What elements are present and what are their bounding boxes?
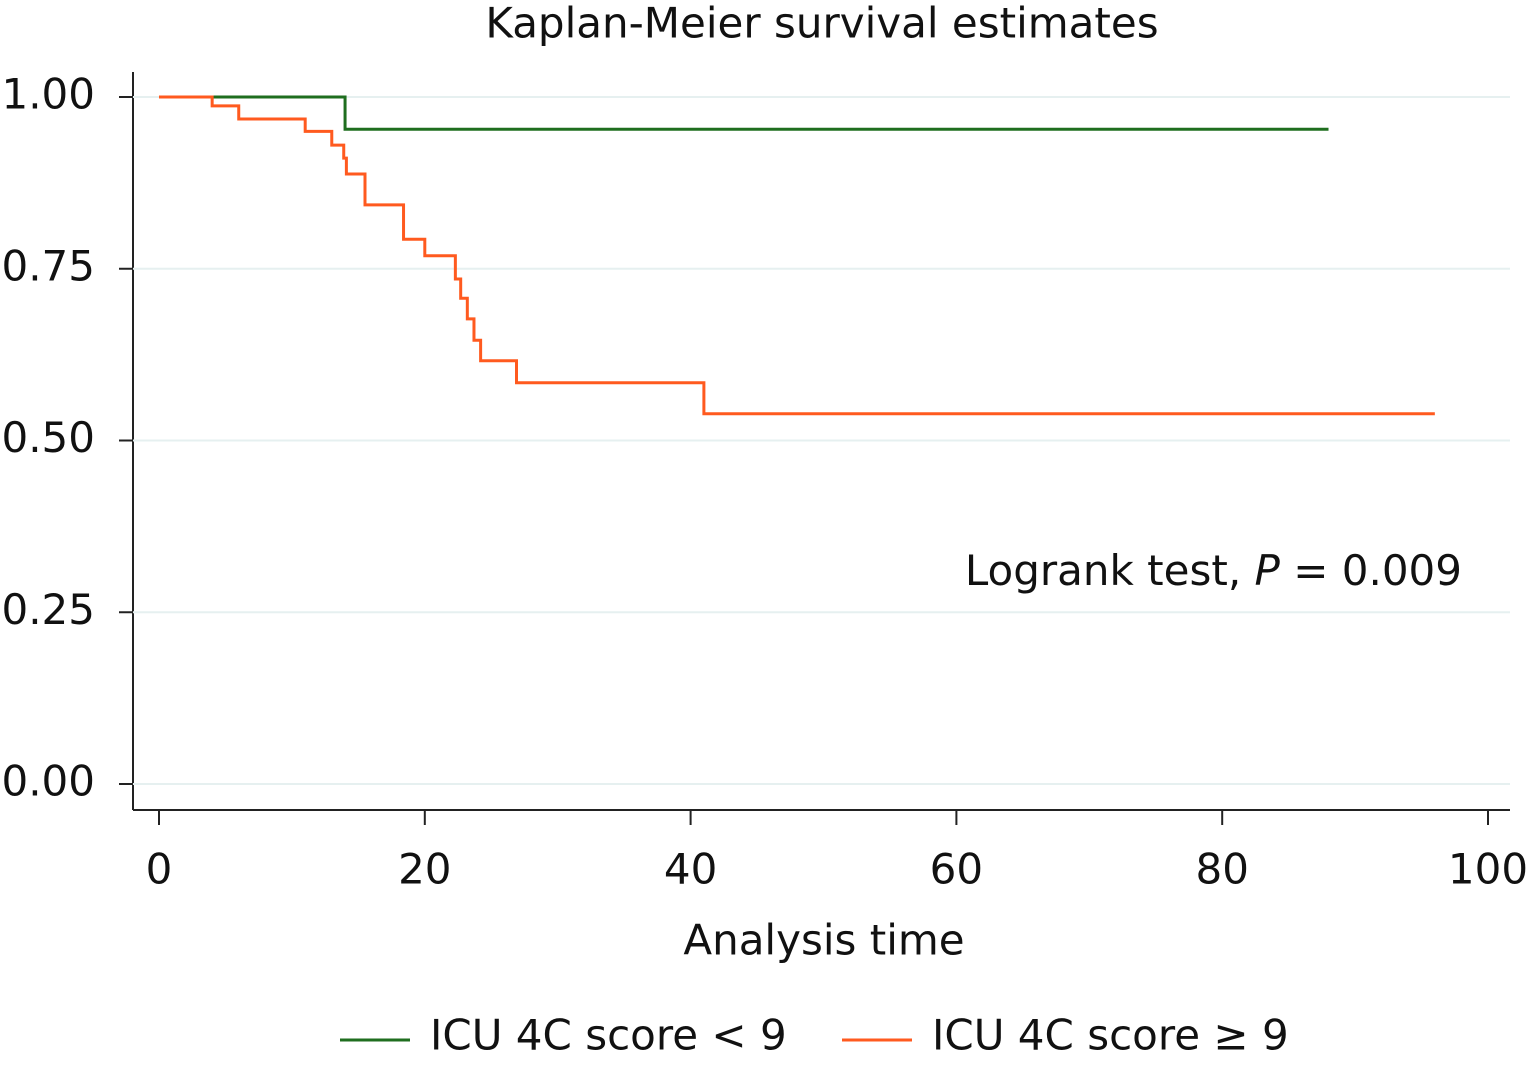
y-tick-label: 0.00 — [1, 757, 95, 806]
annotation-text: P — [1255, 546, 1281, 595]
x-tick-label: 80 — [1195, 845, 1248, 894]
x-tick-label: 40 — [664, 845, 717, 894]
y-tick-label: 0.75 — [1, 241, 95, 290]
y-tick-label: 0.25 — [1, 585, 95, 634]
legend-label: ICU 4C score < 9 — [430, 1011, 787, 1060]
y-tick-label: 1.00 — [1, 70, 95, 119]
survival-line — [159, 95, 1329, 131]
x-tick-label: 0 — [146, 845, 173, 894]
x-tick-label: 100 — [1448, 845, 1528, 894]
x-axis-label: Analysis time — [683, 916, 964, 965]
annotation-text: = 0.009 — [1280, 546, 1462, 595]
survival-line — [159, 95, 1435, 416]
x-tick-label: 20 — [398, 845, 451, 894]
legend-label: ICU 4C score ≥ 9 — [932, 1011, 1289, 1060]
chart-title: Kaplan-Meier survival estimates — [485, 0, 1158, 48]
y-tick-label: 0.50 — [1, 413, 95, 462]
annotation: Logrank test, P = 0.009 — [965, 546, 1462, 595]
annotation-text: Logrank test, — [965, 546, 1255, 595]
x-tick-label: 60 — [930, 845, 983, 894]
